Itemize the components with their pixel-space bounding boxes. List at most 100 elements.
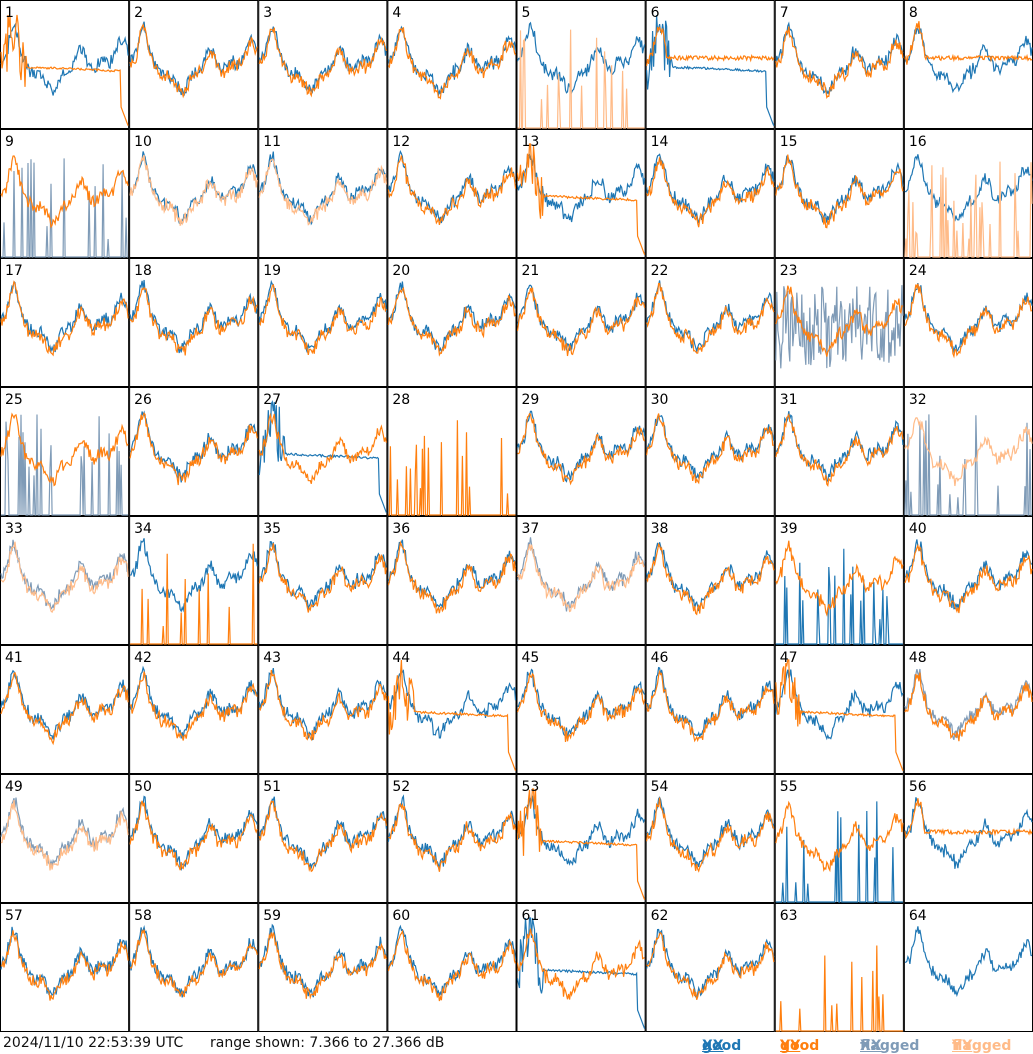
panel-42: 42	[129, 645, 259, 774]
panel-44: 44	[387, 645, 517, 774]
trace-xx-40	[904, 539, 1033, 610]
panel-label: 44	[392, 650, 410, 666]
panel-53: 53	[516, 774, 646, 903]
panel-frame	[258, 903, 388, 1032]
panel-label: 52	[392, 779, 410, 795]
panel-frame	[0, 645, 130, 774]
panel-12: 12	[387, 129, 517, 258]
panel-2: 2	[129, 0, 259, 129]
panel-46: 46	[645, 645, 775, 774]
panel-frame	[258, 0, 388, 129]
trace-xx-19	[258, 279, 387, 353]
trace-xx-14	[646, 153, 775, 224]
range-shown: range shown: 7.366 to 27.366 dB	[210, 1035, 445, 1051]
panel-label: 35	[263, 521, 281, 537]
trace-yy-2	[129, 23, 258, 99]
panel-frame	[774, 387, 904, 516]
trace-yy-26	[129, 412, 258, 486]
trace-xx-11	[259, 151, 387, 226]
panel-41: 41	[0, 645, 130, 774]
panel-frame	[774, 129, 904, 258]
panel-45: 45	[516, 645, 646, 774]
trace-yy-24	[904, 283, 1033, 359]
panel-label: 38	[651, 521, 669, 537]
panel-27: 27	[258, 387, 388, 516]
panel-label: 15	[780, 134, 798, 150]
panel-43: 43	[258, 645, 388, 774]
trace-yy-18	[129, 286, 258, 356]
trace-yy-1	[0, 14, 129, 126]
panel-31: 31	[774, 387, 904, 516]
panel-49: 49	[0, 774, 130, 903]
trace-yy-31	[775, 412, 904, 488]
panel-frame	[516, 129, 646, 258]
panel-label: 5	[522, 5, 531, 21]
trace-xx-9	[1, 158, 129, 258]
panel-40: 40	[903, 516, 1033, 645]
panel-55: 55	[774, 774, 904, 903]
panel-1: 1	[0, 0, 130, 129]
trace-xx-27	[258, 400, 387, 513]
legend-good-yy-word: good	[780, 1038, 820, 1054]
trace-yy-53	[516, 788, 646, 900]
trace-yy-9	[0, 155, 129, 229]
panel-label: 39	[780, 521, 798, 537]
trace-xx-29	[516, 410, 646, 483]
trace-xx-2	[129, 21, 258, 97]
panel-23: 23	[774, 258, 904, 387]
panel-label: 33	[5, 521, 23, 537]
panel-58: 58	[129, 903, 259, 1032]
trace-yy-8	[904, 21, 1033, 65]
trace-xx-24	[904, 283, 1033, 354]
panel-frame	[645, 903, 775, 1032]
trace-yy-44	[387, 659, 517, 771]
panel-frame	[129, 129, 259, 258]
panel-frame	[645, 129, 775, 258]
trace-xx-60	[387, 924, 517, 997]
trace-yy-11	[258, 158, 387, 226]
panel-frame	[258, 516, 388, 645]
trace-xx-6	[646, 14, 775, 126]
trace-yy-56	[904, 798, 1033, 840]
panel-frame	[129, 903, 259, 1032]
panel-label: 31	[780, 392, 798, 408]
panel-label: 13	[522, 134, 540, 150]
trace-yy-41	[0, 671, 129, 746]
panel-frame	[387, 903, 517, 1032]
panel-17: 17	[0, 258, 130, 387]
panel-label: 57	[5, 908, 23, 924]
trace-yy-14	[646, 157, 775, 228]
trace-xx-22	[646, 280, 775, 354]
trace-xx-5	[516, 21, 646, 95]
trace-yy-33	[0, 541, 129, 614]
panel-label: 53	[522, 779, 540, 795]
trace-xx-43	[258, 667, 387, 741]
legend-good-xx-pol: XX	[702, 1038, 724, 1054]
trace-yy-23	[775, 285, 904, 357]
trace-xx-54	[646, 796, 775, 868]
panel-13: 13	[516, 129, 646, 258]
trace-yy-28	[388, 420, 516, 516]
panel-label: 16	[909, 134, 927, 150]
trace-xx-23	[775, 285, 904, 369]
panel-label: 4	[392, 5, 401, 21]
panel-22: 22	[645, 258, 775, 387]
panel-11: 11	[258, 129, 388, 258]
trace-yy-3	[258, 27, 387, 98]
trace-yy-37	[516, 544, 645, 613]
panel-label: 58	[134, 908, 152, 924]
legend-good-yy-pol: YY	[780, 1038, 801, 1054]
panel-4: 4	[387, 0, 517, 129]
trace-xx-56	[904, 797, 1033, 869]
trace-xx-3	[258, 26, 387, 94]
trace-xx-32	[904, 414, 1032, 516]
panel-frame	[387, 258, 517, 387]
panel-frame	[129, 0, 259, 129]
trace-xx-17	[0, 280, 129, 354]
trace-yy-35	[258, 543, 387, 613]
trace-yy-40	[904, 543, 1033, 614]
trace-xx-61	[516, 917, 646, 1029]
panel-35: 35	[258, 516, 388, 645]
panel-52: 52	[387, 774, 517, 903]
